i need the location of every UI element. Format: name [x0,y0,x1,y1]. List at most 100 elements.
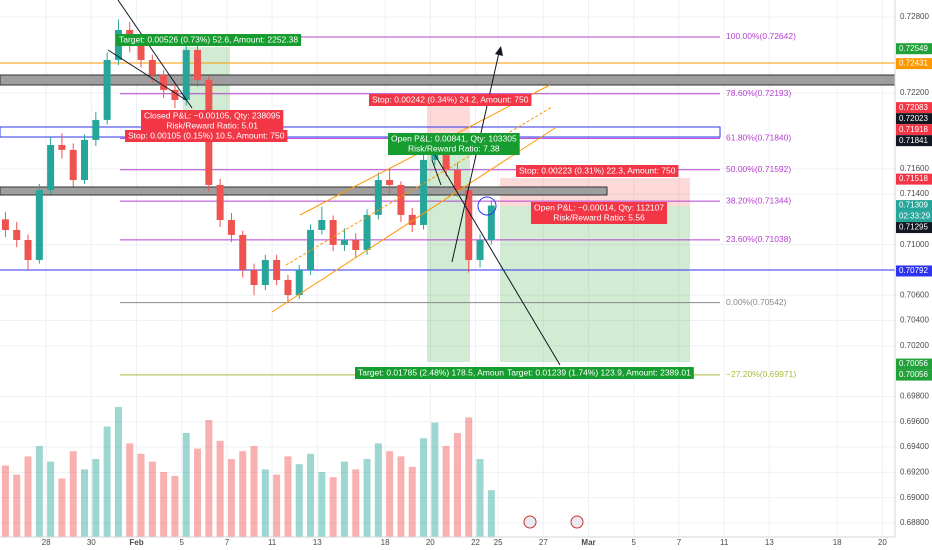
x-tick-label: 27 [539,538,548,547]
candle-body [465,190,473,260]
label-box [388,133,520,155]
volume-bar [307,453,315,537]
label-text: Target: 0.01239 (1.74%) 123.9, Amount: 2… [507,367,691,377]
label-text: Closed P&L: −0.00105, Qty: 238095 [144,110,281,120]
x-tick-label: 20 [426,538,435,547]
candle-body [352,239,360,250]
volume-bar [35,446,43,537]
y-tick-label: 0.71000 [900,240,929,249]
fib-label: 78.60%(0.72193) [726,88,791,98]
candle-body [81,139,89,181]
y-tick-label: 0.71400 [900,189,929,198]
candle-body [239,234,247,270]
candle-body [442,149,450,170]
candle-body [408,214,416,225]
volume-bar [487,490,495,537]
x-tick-label: 5 [632,538,637,547]
position-label: Open P&L: 0.00841, Qty: 103305Risk/Rewar… [388,133,520,155]
x-tick-label: 18 [381,538,390,547]
candle-body [35,190,43,260]
arrow-head [495,46,503,56]
candle-body [273,259,281,280]
candle-body [13,229,21,240]
price-tag [896,265,932,277]
volume-bar [227,459,235,537]
position-label: Open P&L: −0.00014, Qty: 112107Risk/Rewa… [531,202,668,224]
label-text: Risk/Reward Ratio: 7.38 [408,143,500,153]
candle-body [92,119,100,140]
price-tag-label: 0.70056 [899,359,928,368]
candle-body [420,159,428,225]
price-tag [896,135,932,147]
candle-body [103,59,111,120]
countdown-box [896,211,932,223]
x-tick-label: 7 [677,538,682,547]
price-tag [896,124,932,136]
candle-body [329,219,337,245]
event-icons [523,515,584,529]
grid [0,0,895,537]
x-tick-label: 5 [179,538,184,547]
volume-bar [205,420,213,537]
annotations: Target: 0.00526 (0.73%) 52.6, Amount: 22… [116,34,694,379]
price-tag [896,43,932,55]
candle-body [476,239,484,260]
volume-bar [148,461,156,537]
volume-bar [273,474,281,537]
candle-body [307,229,315,270]
y-tick-label: 0.69600 [900,417,929,426]
volume-bar [318,472,326,537]
label-text: Open P&L: 0.00841, Qty: 103305 [391,133,517,143]
volume-bar [329,477,337,537]
price-tag [896,369,932,381]
label-box [531,202,668,224]
label-box [504,367,694,379]
trend-line [431,149,561,366]
position-label: Stop: 0.00223 (0.31%) 22.3, Amount: 750 [516,165,679,177]
event-icon[interactable] [523,515,537,529]
volume-bar [340,461,348,537]
candle-body [340,239,348,245]
position-label: Target: 0.00526 (0.73%) 52.6, Amount: 22… [116,34,302,46]
countdown: 02:33:29 [899,212,931,221]
volume-bar [103,426,111,537]
trend-line [117,0,193,109]
fib-label: 23.60%(0.71038) [726,234,791,244]
y-tick-label: 0.72200 [900,88,929,97]
price-tag-label: 0.72431 [899,59,928,68]
x-tick-label: 7 [225,538,230,547]
candle-body [182,49,190,100]
axes: 0.72800 0.72200 0.71600 0.71400 0.71000 0.706… [42,12,932,547]
volume-bar [47,461,55,537]
label-box [141,110,284,132]
volume-bar [420,438,428,537]
fib-label: 38.20%(0.71344) [726,195,791,205]
y-tick-label: 0.69200 [900,467,929,476]
volume-bar [160,472,168,537]
volume-bar [13,474,21,537]
event-icon[interactable] [570,515,584,529]
fib-label: 50.00%(0.71592) [726,164,791,174]
zone-box [0,186,608,196]
volume-bar [194,448,202,537]
label-box [369,94,532,106]
x-tick-label: 13 [313,538,322,547]
candle-body [363,214,371,250]
candle-body [250,269,258,286]
candle-body [318,219,326,230]
position-label: Stop: 0.00242 (0.34%) 24.2, Amount: 750 [369,94,532,106]
arrow-line [431,159,442,186]
volume-bar [24,456,32,537]
candle-body [194,49,202,80]
y-tick-label: 0.69800 [900,392,929,401]
price-tag-label: 0.72023 [899,114,928,123]
candle-body [58,144,66,150]
price-tag [896,113,932,125]
price-tag [896,173,932,185]
label-text: Risk/Reward Ratio: 5.56 [553,212,645,222]
volume-bar [397,456,405,537]
candle-body [69,149,77,181]
position-label: Target: 0.01785 (2.48%) 178.5, Amount [355,367,510,379]
candle-body [374,180,382,215]
